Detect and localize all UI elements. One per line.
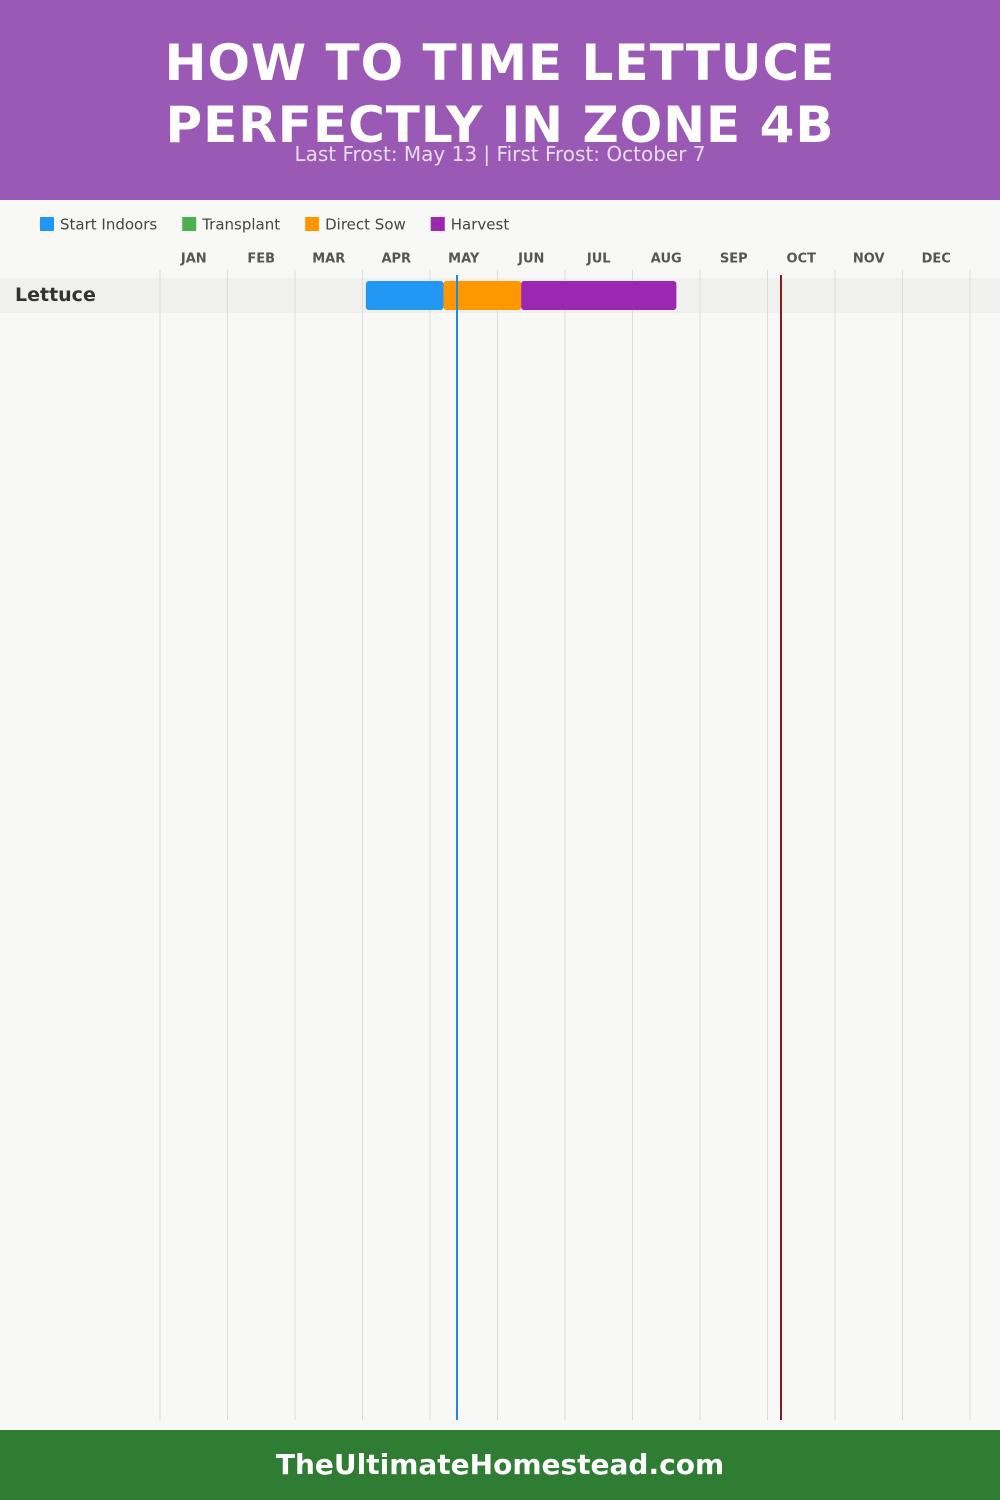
footer: TheUltimateHomestead.com — [0, 1430, 1000, 1500]
legend-label: Transplant — [201, 216, 280, 234]
legend-label: Direct Sow — [325, 216, 406, 234]
legend-label: Start Indoors — [60, 216, 157, 234]
x-tick-label: AUG — [651, 252, 682, 267]
chart: Start Indoors Transplant Direct Sow Harvest… — [0, 216, 1000, 1420]
x-tick-label: NOV — [853, 252, 885, 267]
legend-label: Harvest — [451, 216, 510, 234]
row-label: Lettuce — [15, 284, 96, 306]
legend-swatch — [430, 217, 445, 231]
x-tick-label: MAY — [448, 252, 480, 267]
legend-swatch — [305, 217, 320, 231]
legend-swatch — [182, 217, 197, 231]
bar — [443, 281, 522, 310]
x-tick-label: OCT — [787, 252, 817, 267]
bar — [365, 281, 444, 310]
header: HOW TO TIME LETTUCE PERFECTLY IN ZONE 4B… — [0, 0, 1000, 200]
chart-subtitle: Last Frost: May 13 | First Frost: Octobe… — [294, 142, 706, 166]
x-tick-label: FEB — [247, 252, 275, 267]
chart-title: HOW TO TIME LETTUCE PERFECTLY IN ZONE 4B — [164, 34, 836, 154]
x-tick-label: DEC — [922, 252, 951, 267]
legend-swatch — [40, 217, 54, 231]
x-tick-label: MAR — [312, 252, 345, 267]
bar — [521, 281, 677, 310]
x-tick-label: JUL — [586, 252, 611, 267]
x-tick-label: JAN — [180, 252, 207, 267]
x-tick-label: JUN — [517, 252, 544, 267]
x-tick-label: APR — [381, 252, 411, 267]
x-tick-label: SEP — [720, 252, 748, 267]
